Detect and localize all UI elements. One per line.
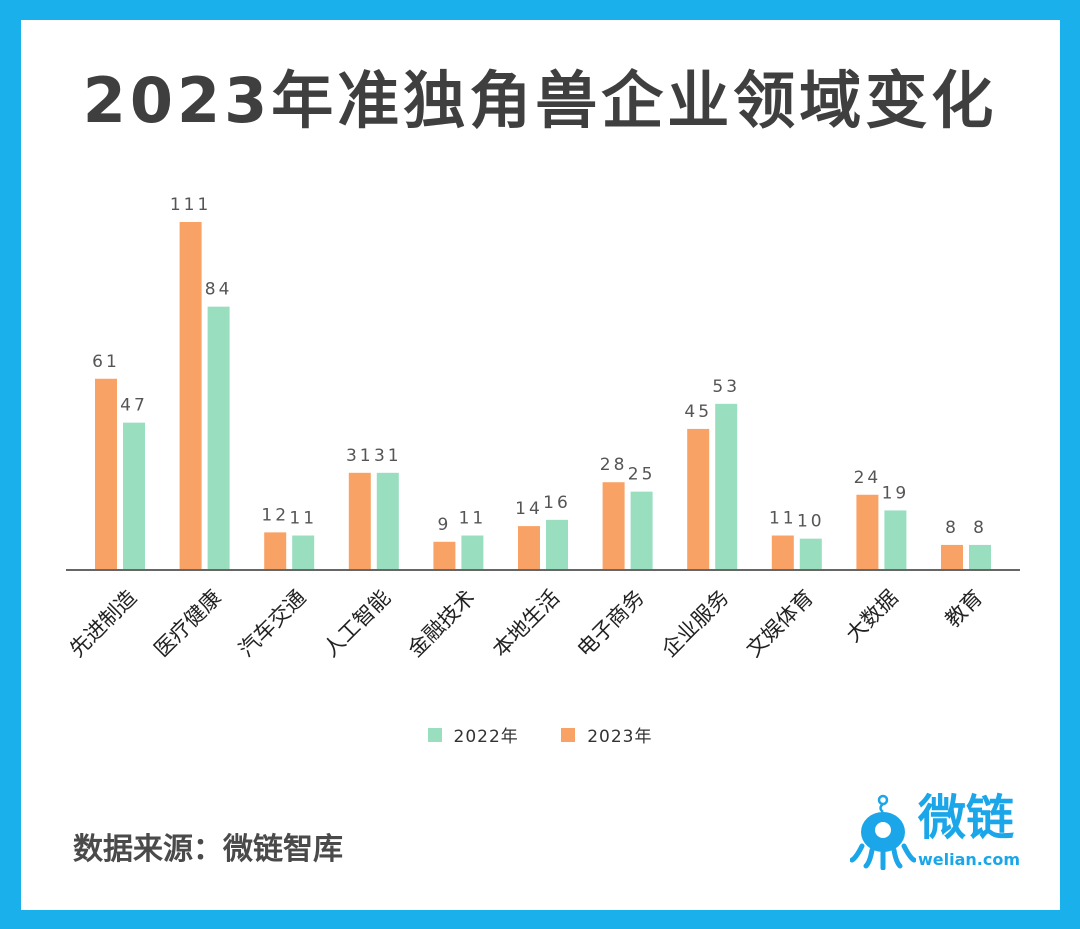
data-label-2023-9: 24 [854, 468, 882, 488]
bar-2022-7 [715, 403, 738, 570]
bar-2022-0 [123, 422, 145, 570]
bar-2022-5 [546, 519, 568, 570]
data-label-2023-3: 31 [346, 446, 374, 466]
bar-2023-0 [95, 378, 117, 570]
category-label-4: 金融技术 [403, 585, 479, 661]
data-label-2023-6: 28 [600, 455, 628, 475]
data-label-2022-0: 47 [120, 396, 148, 416]
category-label-6: 电子商务 [573, 585, 649, 661]
category-label-9: 大数据 [841, 585, 903, 647]
legend-label-2023: 2023年 [587, 727, 653, 747]
data-label-2023-5: 14 [515, 499, 543, 519]
bar-2022-6 [630, 491, 653, 570]
category-label-3: 人工智能 [319, 585, 395, 661]
bar-2023-2 [264, 532, 287, 570]
data-label-2022-7: 53 [712, 377, 740, 397]
bar-2023-8 [771, 535, 794, 570]
bar-2023-10 [941, 544, 963, 570]
data-label-2022-9: 19 [882, 483, 910, 503]
category-label-10: 教育 [941, 585, 988, 632]
chart-title: 2023年准独角兽企业领域变化 [82, 64, 998, 137]
data-label-2023-7: 45 [684, 402, 712, 422]
legend-swatch-2022 [427, 727, 442, 742]
welian-logo: 微链 welian.com [850, 792, 1030, 872]
data-label-2023-4: 9 [437, 515, 451, 535]
legend-label-2022: 2022年 [453, 727, 519, 747]
legend-item-2023: 2023年 [561, 722, 652, 747]
bar-2023-4 [433, 541, 456, 570]
category-label-1: 医疗健康 [150, 585, 226, 661]
bar-2023-7 [687, 428, 710, 570]
legend-swatch-2023 [561, 727, 576, 742]
category-label-0: 先进制造 [65, 585, 141, 661]
data-label-2022-1: 84 [205, 280, 233, 300]
data-label-2022-10: 8 [973, 518, 987, 538]
data-label-2022-8: 10 [797, 512, 825, 532]
bar-2022-1 [207, 306, 230, 570]
data-label-2022-6: 25 [628, 465, 656, 485]
data-label-2023-1: 111 [170, 195, 211, 215]
data-label-2022-3: 31 [374, 446, 402, 466]
data-label-2022-2: 11 [289, 509, 317, 529]
bar-2023-5 [518, 526, 540, 570]
bar-2022-3 [376, 472, 399, 570]
bar-2023-6 [602, 482, 625, 570]
data-label-2023-10: 8 [945, 518, 959, 538]
bar-2022-8 [799, 538, 822, 570]
data-source: 数据来源：微链智库 [73, 832, 343, 867]
category-label-7: 企业服务 [657, 585, 733, 661]
data-label-2022-4: 11 [459, 509, 487, 529]
category-label-5: 本地生活 [488, 585, 564, 661]
category-label-2: 汽车交通 [234, 585, 310, 661]
data-label-2023-0: 61 [92, 352, 120, 372]
bar-2022-10 [969, 544, 991, 570]
bar-2022-4 [461, 535, 484, 570]
data-label-2023-8: 11 [769, 509, 797, 529]
logo-name: 微链 [918, 790, 1015, 846]
bar-2022-9 [884, 510, 907, 570]
chart-legend: 2022年 2023年 [0, 722, 1080, 747]
mascot-icon [850, 794, 916, 870]
category-label-8: 文娱体育 [742, 585, 818, 661]
data-label-2022-5: 16 [543, 493, 571, 513]
logo-url: welian.com [918, 850, 1021, 869]
bar-2022-2 [292, 535, 315, 570]
bar-2023-1 [179, 222, 202, 570]
bar-2023-9 [856, 494, 879, 570]
data-label-2023-2: 12 [261, 505, 289, 525]
legend-item-2022: 2022年 [427, 722, 519, 747]
bar-2023-3 [348, 472, 371, 570]
